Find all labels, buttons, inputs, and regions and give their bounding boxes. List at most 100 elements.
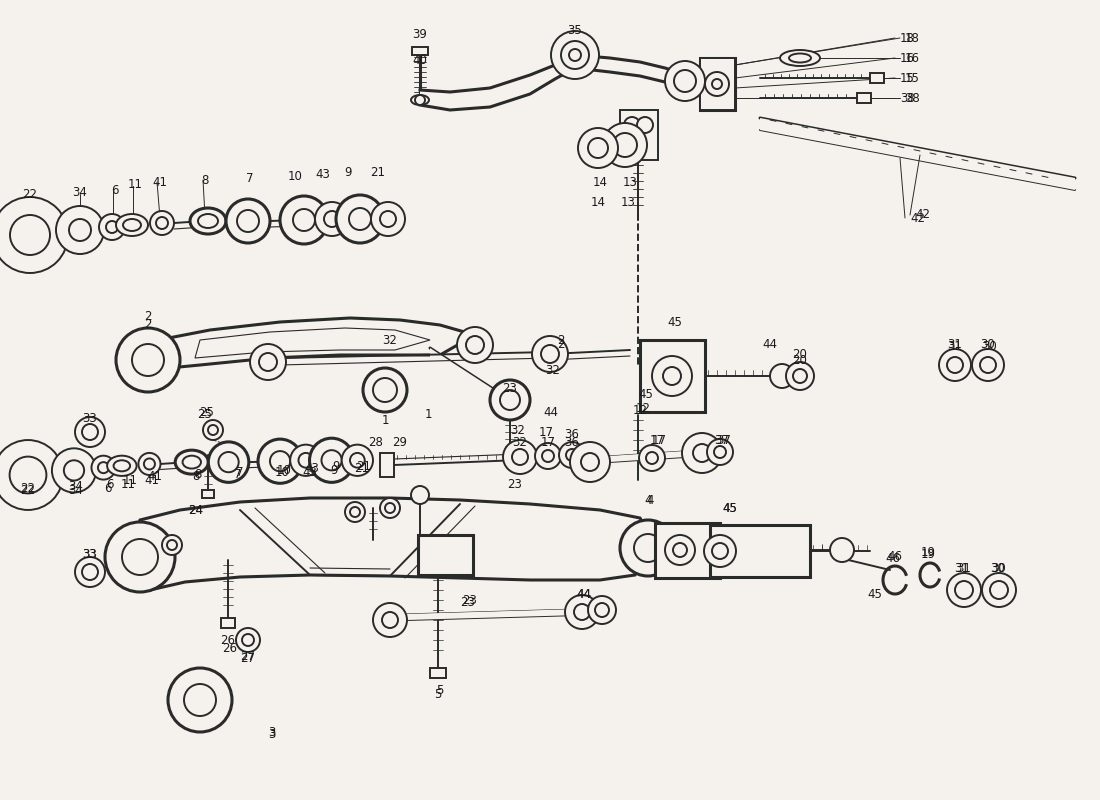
Text: 45: 45 (723, 502, 737, 514)
Circle shape (466, 336, 484, 354)
Circle shape (82, 424, 98, 440)
Text: 30: 30 (991, 562, 1005, 574)
Circle shape (666, 535, 695, 565)
Text: 14: 14 (593, 175, 607, 189)
Circle shape (298, 453, 314, 468)
Ellipse shape (198, 214, 218, 228)
Circle shape (415, 95, 425, 105)
Circle shape (682, 433, 722, 473)
Text: 12: 12 (632, 403, 648, 417)
Ellipse shape (116, 214, 148, 236)
Text: 17: 17 (539, 426, 553, 439)
Circle shape (982, 573, 1016, 607)
Circle shape (566, 449, 578, 461)
Circle shape (561, 41, 588, 69)
Text: 33: 33 (82, 549, 98, 562)
Circle shape (595, 603, 609, 617)
Circle shape (955, 581, 974, 599)
Bar (870, 73, 884, 83)
Bar (710, 525, 810, 577)
Circle shape (712, 79, 722, 89)
Text: 31: 31 (947, 341, 962, 354)
Text: 32: 32 (513, 437, 527, 450)
Text: 44: 44 (762, 338, 778, 351)
Text: 46: 46 (886, 551, 901, 565)
Text: 38: 38 (905, 91, 920, 105)
Circle shape (0, 440, 63, 510)
Circle shape (666, 61, 705, 101)
Bar (857, 93, 871, 103)
Text: 17: 17 (649, 434, 664, 446)
Circle shape (64, 460, 84, 481)
Circle shape (168, 668, 232, 732)
Circle shape (167, 540, 177, 550)
Circle shape (106, 221, 118, 233)
Text: 23: 23 (503, 382, 517, 394)
Text: 17: 17 (651, 434, 667, 446)
Circle shape (373, 378, 397, 402)
Circle shape (350, 507, 360, 517)
Polygon shape (130, 498, 650, 590)
Text: 35: 35 (568, 23, 582, 37)
Circle shape (382, 612, 398, 628)
Text: 23: 23 (507, 478, 522, 491)
Circle shape (947, 357, 962, 373)
Text: 21: 21 (354, 462, 370, 475)
Text: 45: 45 (639, 389, 653, 402)
Circle shape (603, 123, 647, 167)
Text: 24: 24 (188, 503, 204, 517)
Text: 32: 32 (546, 363, 560, 377)
Text: 31: 31 (947, 338, 962, 351)
Circle shape (321, 450, 342, 470)
Circle shape (712, 543, 728, 559)
Text: 43: 43 (302, 466, 318, 478)
Circle shape (293, 209, 315, 231)
Circle shape (10, 457, 46, 494)
Circle shape (535, 443, 561, 469)
Bar (620, 110, 658, 160)
Text: 18: 18 (905, 31, 920, 45)
Text: 4: 4 (645, 494, 651, 506)
Circle shape (532, 336, 568, 372)
Text: 34: 34 (68, 479, 84, 493)
Bar (202, 490, 215, 498)
Ellipse shape (175, 450, 208, 474)
Circle shape (324, 211, 340, 227)
Text: 45: 45 (868, 589, 882, 602)
Circle shape (139, 453, 161, 475)
Text: 34: 34 (68, 483, 84, 497)
Circle shape (770, 364, 794, 388)
Circle shape (652, 356, 692, 396)
Text: 5: 5 (437, 683, 443, 697)
Circle shape (786, 362, 814, 390)
Circle shape (208, 442, 249, 482)
Circle shape (693, 444, 711, 462)
Text: 1: 1 (382, 414, 388, 426)
Text: 31: 31 (957, 562, 971, 574)
Text: 25: 25 (199, 406, 214, 418)
Circle shape (226, 199, 270, 243)
Text: 32: 32 (510, 425, 526, 438)
Circle shape (250, 344, 286, 380)
Text: 24: 24 (188, 503, 204, 517)
Ellipse shape (190, 208, 226, 234)
Text: 9: 9 (330, 463, 338, 477)
Text: 21: 21 (371, 166, 385, 178)
Text: 30: 30 (980, 338, 996, 351)
Text: 2: 2 (558, 334, 564, 346)
Text: 29: 29 (393, 437, 407, 450)
Text: 4: 4 (647, 494, 653, 506)
Text: 10: 10 (276, 463, 292, 477)
Circle shape (588, 596, 616, 624)
Circle shape (150, 211, 174, 235)
Circle shape (385, 503, 395, 513)
Circle shape (10, 215, 49, 255)
Ellipse shape (107, 456, 136, 476)
Text: 43: 43 (316, 167, 330, 181)
Circle shape (75, 557, 104, 587)
Text: 11: 11 (121, 478, 135, 490)
Circle shape (639, 445, 665, 471)
Circle shape (939, 349, 971, 381)
Circle shape (456, 327, 493, 363)
Circle shape (559, 442, 585, 468)
